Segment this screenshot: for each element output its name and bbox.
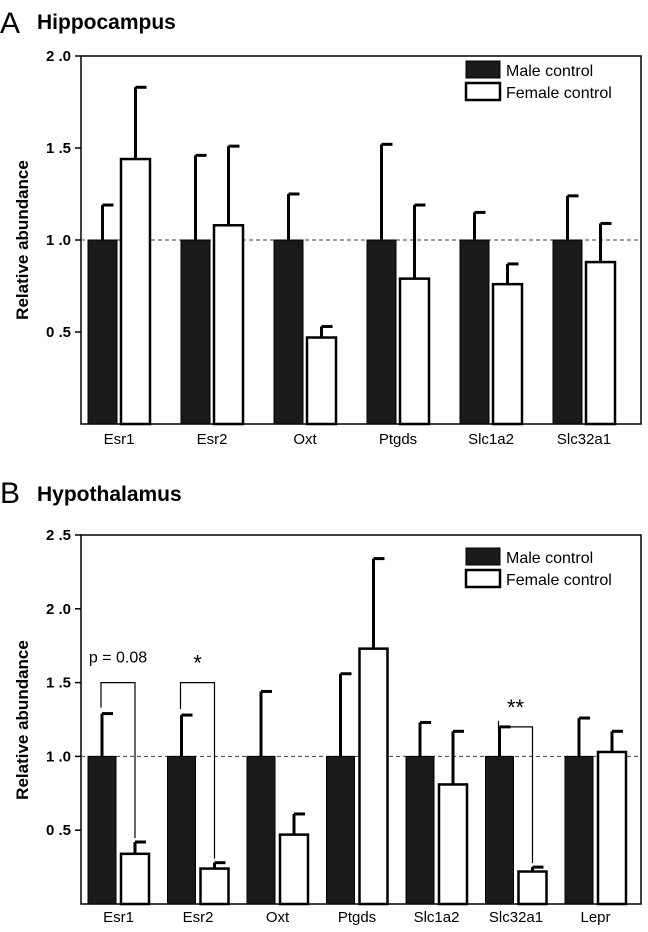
y-tick-label: 2 .0 (46, 601, 71, 618)
male-bar-esr2 (180, 239, 211, 425)
male-bar-esr1 (87, 755, 117, 905)
y-tick-label: 2 .0 (46, 48, 71, 65)
category-label: Esr1 (104, 431, 135, 448)
y-tick-label: 1 .5 (46, 675, 71, 692)
female-bar-esr2 (199, 867, 230, 906)
category-label: Esr2 (183, 909, 214, 926)
y-tick-label: 2 .5 (46, 527, 71, 544)
female-bar-slc32a1 (517, 870, 548, 906)
legend-label: Male control (506, 63, 593, 80)
category-label: Slc1a2 (468, 431, 514, 448)
category-label: Esr1 (103, 909, 134, 926)
female-bar-slc1a2 (491, 282, 524, 426)
y-tick-label: 1 .0 (46, 232, 71, 249)
legend-swatch (465, 60, 501, 79)
female-bar-slc32a1 (584, 260, 617, 426)
male-bar-oxt (273, 239, 304, 425)
male-bar-slc1a2 (405, 755, 435, 905)
significance-label: ** (507, 695, 525, 720)
male-bar-oxt (246, 755, 276, 905)
significance-label: * (193, 651, 202, 676)
male-bar-slc32a1 (485, 755, 514, 905)
female-bar-esr1 (119, 852, 151, 906)
category-label: Slc1a2 (414, 909, 460, 926)
category-label: Oxt (293, 431, 317, 448)
legend-label: Male control (506, 550, 593, 567)
legend-swatch (464, 568, 502, 589)
y-tick-label: 1 .5 (46, 140, 71, 157)
category-label: Ptgds (379, 431, 417, 448)
female-bar-esr2 (212, 224, 245, 426)
male-bar-ptgds (366, 239, 397, 425)
category-label: Lepr (580, 909, 610, 926)
female-bar-esr1 (119, 157, 152, 426)
category-label: Slc32a1 (489, 909, 543, 926)
male-bar-esr1 (87, 239, 118, 425)
panel-b-letter: B (0, 477, 20, 510)
female-bar-ptgds (358, 647, 389, 906)
male-bar-ptgds (326, 755, 355, 905)
panel-a-letter: A (0, 7, 20, 40)
significance-bracket (100, 682, 136, 839)
female-bar-slc1a2 (437, 783, 469, 906)
male-bar-esr2 (167, 755, 196, 905)
category-label: Ptgds (338, 909, 376, 926)
legend-label: Female control (506, 572, 612, 589)
legend-label: Female control (506, 85, 612, 102)
hypothalamus-chart: 2 .5 2 .0 1 .5 1 .0 0 .5 Relative abundance Es… (13, 527, 642, 926)
legend-swatch (464, 81, 502, 102)
male-bar-slc32a1 (552, 239, 583, 425)
legend-swatch (465, 547, 501, 566)
significance-bracket (179, 682, 216, 859)
y-tick-label: 1 .0 (46, 748, 71, 765)
female-bar-oxt (278, 833, 310, 906)
y-axis-title: Relative abundance (13, 160, 32, 320)
significance-label: p = 0.08 (89, 650, 147, 667)
category-label: Esr2 (197, 431, 228, 448)
male-bar-slc1a2 (459, 239, 490, 425)
female-bar-oxt (305, 336, 338, 426)
male-bar-lepr (564, 755, 594, 905)
category-label: Slc32a1 (557, 431, 611, 448)
panel-a-title: Hippocampus (37, 11, 176, 34)
y-axis-title: Relative abundance (13, 640, 32, 800)
female-bar-lepr (596, 750, 628, 906)
hippocampus-chart: 2 .0 1 .5 1 .0 0 .5 Relative abundance Esr1 Es… (13, 48, 642, 448)
y-tick-label: 0 .5 (46, 324, 71, 341)
significance-bracket (497, 720, 534, 864)
panel-b-title: Hypothalamus (37, 483, 182, 506)
category-label: Oxt (266, 909, 290, 926)
y-tick-label: 0 .5 (46, 822, 71, 839)
female-bar-ptgds (398, 277, 431, 426)
